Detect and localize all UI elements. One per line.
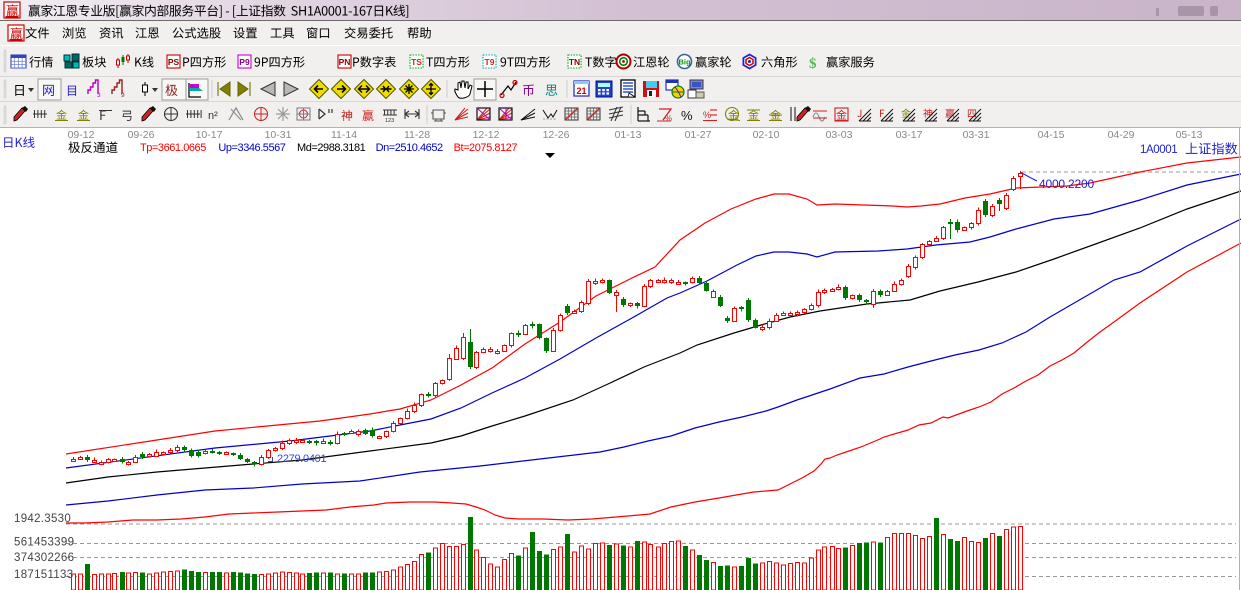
svg-text:$: $	[809, 56, 817, 72]
svg-text:12-26: 12-26	[543, 129, 570, 141]
svg-text:10-31: 10-31	[265, 129, 292, 141]
svg-text:2279.0401: 2279.0401	[277, 453, 326, 465]
svg-text:03-31: 03-31	[963, 129, 990, 141]
svg-text:4000.2200: 4000.2200	[1039, 177, 1094, 191]
svg-text:374302266: 374302266	[14, 552, 74, 564]
svg-text:%: %	[665, 114, 672, 123]
svg-text:123: 123	[385, 118, 394, 124]
svg-text:03-17: 03-17	[896, 129, 923, 141]
svg-text:Tp=3661.0665: Tp=3661.0665	[140, 142, 206, 154]
svg-text:01-13: 01-13	[615, 129, 642, 141]
svg-text:01-27: 01-27	[685, 129, 712, 141]
svg-text:Big: Big	[678, 58, 691, 67]
svg-text:TS: TS	[411, 57, 422, 67]
svg-text:1942.3530: 1942.3530	[14, 513, 71, 525]
svg-text:Up=3346.5567: Up=3346.5567	[218, 142, 285, 154]
svg-text:187151133: 187151133	[14, 569, 73, 581]
svg-text:12-12: 12-12	[473, 129, 500, 141]
svg-text:3: 3	[97, 92, 101, 99]
svg-text:%: %	[681, 108, 693, 123]
svg-text:04-15: 04-15	[1038, 129, 1065, 141]
svg-text:Md=2988.3181: Md=2988.3181	[297, 142, 366, 154]
svg-text:%: %	[703, 110, 711, 120]
svg-text:9: 9	[121, 92, 125, 99]
svg-text:Bt=2075.8127: Bt=2075.8127	[454, 142, 518, 154]
svg-text:21: 21	[576, 86, 586, 96]
svg-text:03-03: 03-03	[826, 129, 853, 141]
svg-text:T9: T9	[485, 57, 495, 67]
svg-text:09-26: 09-26	[128, 129, 155, 141]
svg-text:PN: PN	[339, 57, 351, 67]
svg-text:P9: P9	[239, 57, 250, 67]
svg-text:Dn=2510.4652: Dn=2510.4652	[376, 142, 443, 154]
svg-text:11-14: 11-14	[331, 129, 357, 141]
svg-text:561453399: 561453399	[14, 537, 74, 549]
svg-text:10-17: 10-17	[196, 129, 223, 141]
svg-text:04-29: 04-29	[1108, 129, 1135, 141]
svg-text:11-28: 11-28	[404, 129, 430, 141]
svg-text:n²: n²	[208, 110, 218, 122]
svg-text:05-13: 05-13	[1176, 129, 1203, 141]
svg-text:TN: TN	[569, 57, 580, 67]
svg-text:PS: PS	[168, 57, 180, 67]
svg-text:09-12: 09-12	[68, 129, 95, 141]
svg-text:1A0001: 1A0001	[1140, 144, 1177, 156]
svg-text:02-10: 02-10	[753, 129, 780, 141]
